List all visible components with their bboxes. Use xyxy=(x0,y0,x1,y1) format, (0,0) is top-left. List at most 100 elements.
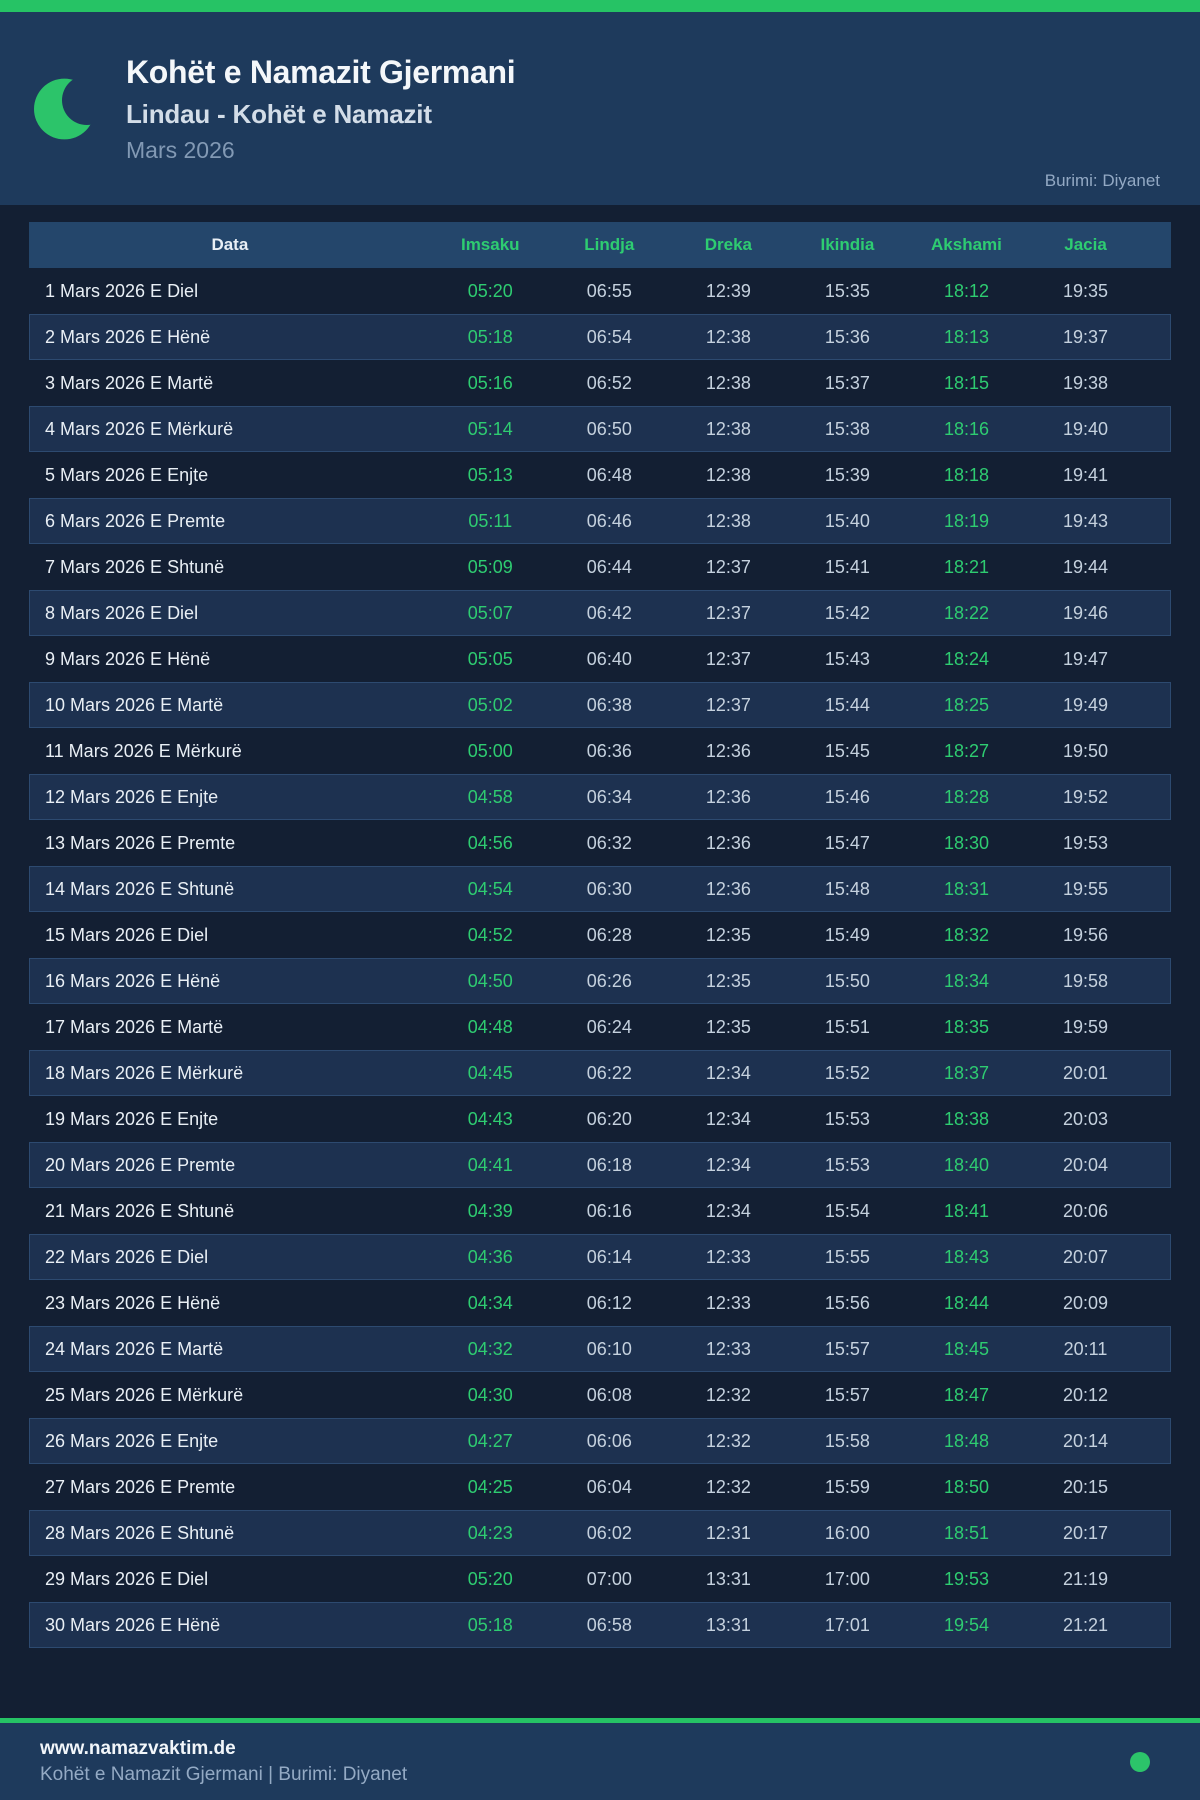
time-cell-jacia: 19:40 xyxy=(1062,418,1109,439)
time-cell-akshami: 18:48 xyxy=(943,1430,989,1451)
date-cell: 2 Mars 2026 E Hënë xyxy=(45,326,211,347)
date-cell: 22 Mars 2026 E Diel xyxy=(45,1246,209,1267)
time-cell-imsaku: 05:20 xyxy=(467,1568,513,1589)
footer-accent-line xyxy=(0,1718,1200,1723)
prayer-times-table: Data Imsaku Lindja Dreka Ikindia Akshami… xyxy=(29,222,1171,1648)
time-cell-akshami: 18:16 xyxy=(943,418,989,439)
time-cell-akshami: 19:54 xyxy=(943,1614,989,1635)
date-cell: 10 Mars 2026 E Martë xyxy=(45,694,224,715)
time-cell-imsaku: 05:05 xyxy=(467,648,513,669)
time-cell-lindja: 06:28 xyxy=(586,924,632,945)
time-cell-dreka: 12:36 xyxy=(705,878,751,899)
time-cell-lindja: 06:12 xyxy=(586,1292,632,1313)
footer-zone: www.namazvaktim.de Kohët e Namazit Gjerm… xyxy=(0,1718,1200,1800)
time-cell-jacia: 19:58 xyxy=(1062,970,1109,991)
time-cell-jacia: 19:47 xyxy=(1062,648,1109,669)
table-row: 8 Mars 2026 E Diel 05:07 06:42 12:37 15:… xyxy=(29,590,1171,636)
time-cell-lindja: 06:34 xyxy=(586,786,632,807)
date-cell: 26 Mars 2026 E Enjte xyxy=(45,1430,219,1451)
page-title: Kohët e Namazit Gjermani xyxy=(126,53,516,90)
time-cell-lindja: 06:54 xyxy=(586,326,632,347)
date-cell: 14 Mars 2026 E Shtunë xyxy=(45,878,235,899)
table-row: 16 Mars 2026 E Hënë 04:50 06:26 12:35 15… xyxy=(29,958,1171,1004)
time-cell-ikindia: 15:51 xyxy=(824,1016,870,1037)
time-cell-imsaku: 04:30 xyxy=(467,1384,513,1405)
table-row: 18 Mars 2026 E Mërkurë 04:45 06:22 12:34… xyxy=(29,1050,1171,1096)
time-cell-dreka: 12:35 xyxy=(705,924,751,945)
time-cell-ikindia: 15:36 xyxy=(824,326,870,347)
table-row: 30 Mars 2026 E Hënë 05:18 06:58 13:31 17… xyxy=(29,1602,1171,1648)
date-cell: 24 Mars 2026 E Martë xyxy=(45,1338,224,1359)
table-body: 1 Mars 2026 E Diel 05:20 06:55 12:39 15:… xyxy=(29,268,1171,1648)
time-cell-jacia: 19:52 xyxy=(1062,786,1109,807)
time-cell-ikindia: 15:53 xyxy=(824,1154,870,1175)
time-cell-akshami: 18:28 xyxy=(943,786,989,807)
time-cell-jacia: 20:17 xyxy=(1062,1522,1109,1543)
time-cell-akshami: 18:15 xyxy=(943,372,989,393)
time-cell-dreka: 12:36 xyxy=(705,832,751,853)
month-label: Mars 2026 xyxy=(126,136,235,163)
time-cell-akshami: 18:27 xyxy=(943,740,989,761)
time-cell-akshami: 18:19 xyxy=(943,510,989,531)
table-row: 19 Mars 2026 E Enjte 04:43 06:20 12:34 1… xyxy=(29,1096,1171,1142)
time-cell-dreka: 12:38 xyxy=(705,464,751,485)
time-cell-dreka: 12:33 xyxy=(705,1338,751,1359)
table-row: 23 Mars 2026 E Hënë 04:34 06:12 12:33 15… xyxy=(29,1280,1171,1326)
time-cell-imsaku: 04:58 xyxy=(467,786,513,807)
time-cell-akshami: 18:38 xyxy=(943,1108,989,1129)
time-cell-ikindia: 16:00 xyxy=(824,1522,870,1543)
time-cell-dreka: 12:33 xyxy=(705,1292,751,1313)
time-cell-lindja: 06:38 xyxy=(586,694,632,715)
crescent-moon-icon xyxy=(26,69,106,149)
time-cell-lindja: 06:08 xyxy=(586,1384,632,1405)
time-cell-ikindia: 15:43 xyxy=(824,648,870,669)
time-cell-imsaku: 05:00 xyxy=(467,740,513,761)
time-cell-imsaku: 04:39 xyxy=(467,1200,513,1221)
time-cell-dreka: 12:37 xyxy=(705,602,751,623)
time-cell-akshami: 18:13 xyxy=(943,326,989,347)
time-cell-dreka: 12:37 xyxy=(705,556,751,577)
time-cell-ikindia: 15:38 xyxy=(824,418,870,439)
date-cell: 6 Mars 2026 E Premte xyxy=(45,510,226,531)
date-cell: 18 Mars 2026 E Mërkurë xyxy=(45,1062,244,1083)
time-cell-jacia: 20:11 xyxy=(1063,1338,1108,1359)
time-cell-akshami: 18:45 xyxy=(943,1338,989,1359)
time-cell-lindja: 06:42 xyxy=(586,602,632,623)
date-cell: 7 Mars 2026 E Shtunë xyxy=(45,556,225,577)
table-row: 20 Mars 2026 E Premte 04:41 06:18 12:34 … xyxy=(29,1142,1171,1188)
time-cell-imsaku: 04:48 xyxy=(467,1016,513,1037)
time-cell-ikindia: 15:47 xyxy=(824,832,870,853)
time-cell-akshami: 18:47 xyxy=(943,1384,989,1405)
time-cell-akshami: 18:24 xyxy=(943,648,989,669)
time-cell-imsaku: 04:36 xyxy=(467,1246,513,1267)
time-cell-jacia: 19:43 xyxy=(1062,510,1109,531)
website-link[interactable]: www.namazvaktim.de xyxy=(40,1737,236,1759)
time-cell-lindja: 06:48 xyxy=(586,464,632,485)
footer-text-block: www.namazvaktim.de Kohët e Namazit Gjerm… xyxy=(40,1738,407,1786)
time-cell-jacia: 20:01 xyxy=(1062,1062,1109,1083)
date-cell: 12 Mars 2026 E Enjte xyxy=(45,786,219,807)
time-cell-lindja: 06:40 xyxy=(586,648,632,669)
time-cell-dreka: 12:36 xyxy=(705,786,751,807)
time-cell-ikindia: 15:42 xyxy=(824,602,870,623)
time-cell-ikindia: 15:50 xyxy=(824,970,870,991)
table-row: 6 Mars 2026 E Premte 05:11 06:46 12:38 1… xyxy=(29,498,1171,544)
time-cell-dreka: 12:32 xyxy=(705,1384,751,1405)
table-row: 13 Mars 2026 E Premte 04:56 06:32 12:36 … xyxy=(29,820,1171,866)
time-cell-dreka: 12:31 xyxy=(705,1522,751,1543)
time-cell-jacia: 19:41 xyxy=(1062,464,1109,485)
time-cell-jacia: 19:35 xyxy=(1062,280,1109,301)
time-cell-dreka: 12:38 xyxy=(705,326,751,347)
table-row: 10 Mars 2026 E Martë 05:02 06:38 12:37 1… xyxy=(29,682,1171,728)
time-cell-imsaku: 05:18 xyxy=(467,326,513,347)
time-cell-ikindia: 17:00 xyxy=(824,1568,870,1589)
column-header-imsaku: Imsaku xyxy=(460,235,520,254)
table-row: 15 Mars 2026 E Diel 04:52 06:28 12:35 15… xyxy=(29,912,1171,958)
page-footer: www.namazvaktim.de Kohët e Namazit Gjerm… xyxy=(0,1723,1200,1800)
time-cell-ikindia: 15:54 xyxy=(824,1200,870,1221)
time-cell-imsaku: 05:20 xyxy=(467,280,513,301)
time-cell-imsaku: 05:09 xyxy=(467,556,513,577)
time-cell-jacia: 19:37 xyxy=(1062,326,1109,347)
date-cell: 3 Mars 2026 E Martë xyxy=(45,372,214,393)
